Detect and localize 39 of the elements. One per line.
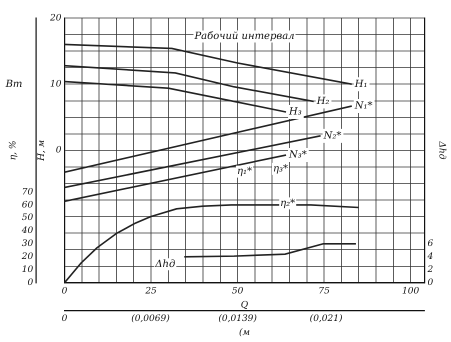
y3-tick-label: 2	[426, 265, 434, 276]
series-label: N₃*	[288, 150, 307, 161]
y3-tick-label: 4	[426, 252, 434, 262]
x-tick-label: 25	[144, 286, 158, 297]
series-label: N₂*	[322, 130, 342, 142]
annotation: Δhд	[154, 258, 176, 270]
y-tick-label: 10	[50, 80, 62, 90]
x-tick-label: 50	[232, 286, 244, 297]
y2-tick-label: 10	[22, 265, 34, 276]
y2-tick-label: 20	[20, 252, 34, 262]
y3-axis-title: Δhд	[436, 140, 446, 160]
x2-axis-title: (м	[238, 328, 250, 338]
series-label: H₂	[316, 96, 330, 108]
annotation: η₃*	[272, 164, 288, 175]
y2-tick-label: 60	[22, 200, 34, 210]
series-label: H₁	[354, 78, 368, 90]
series-label: N₁*	[354, 100, 373, 112]
y2-tick-label: 40	[20, 226, 34, 236]
text: Вт	[4, 78, 22, 90]
y-tick-label: 0	[56, 146, 62, 156]
series-label: H₃	[288, 106, 302, 118]
y2-axis-title: η, %	[8, 140, 19, 160]
annotation: η₁*	[236, 166, 252, 178]
x2-tick-label: (0,021)	[310, 314, 343, 324]
y2-tick-label: 70	[22, 187, 34, 198]
x2-tick-label: (0,0069)	[131, 314, 170, 324]
y-tick-label: 20	[49, 13, 62, 24]
annotation: Рабочий интервал	[193, 31, 295, 42]
x-tick-label: 75	[318, 286, 330, 297]
y-axis-title: H, м	[36, 140, 47, 162]
annotation: η₂*	[280, 198, 296, 209]
y3-tick-label: 6	[427, 239, 434, 250]
y2-tick-label: 30	[22, 239, 34, 250]
x-tick-label: 100	[402, 286, 420, 297]
y2-tick-label: 0	[28, 278, 34, 288]
x-axis-title: Q	[240, 300, 249, 310]
y3-tick-label: 0	[427, 278, 434, 288]
x2-tick-label: (0,0139)	[218, 314, 258, 324]
y2-tick-label: 50	[22, 213, 34, 224]
